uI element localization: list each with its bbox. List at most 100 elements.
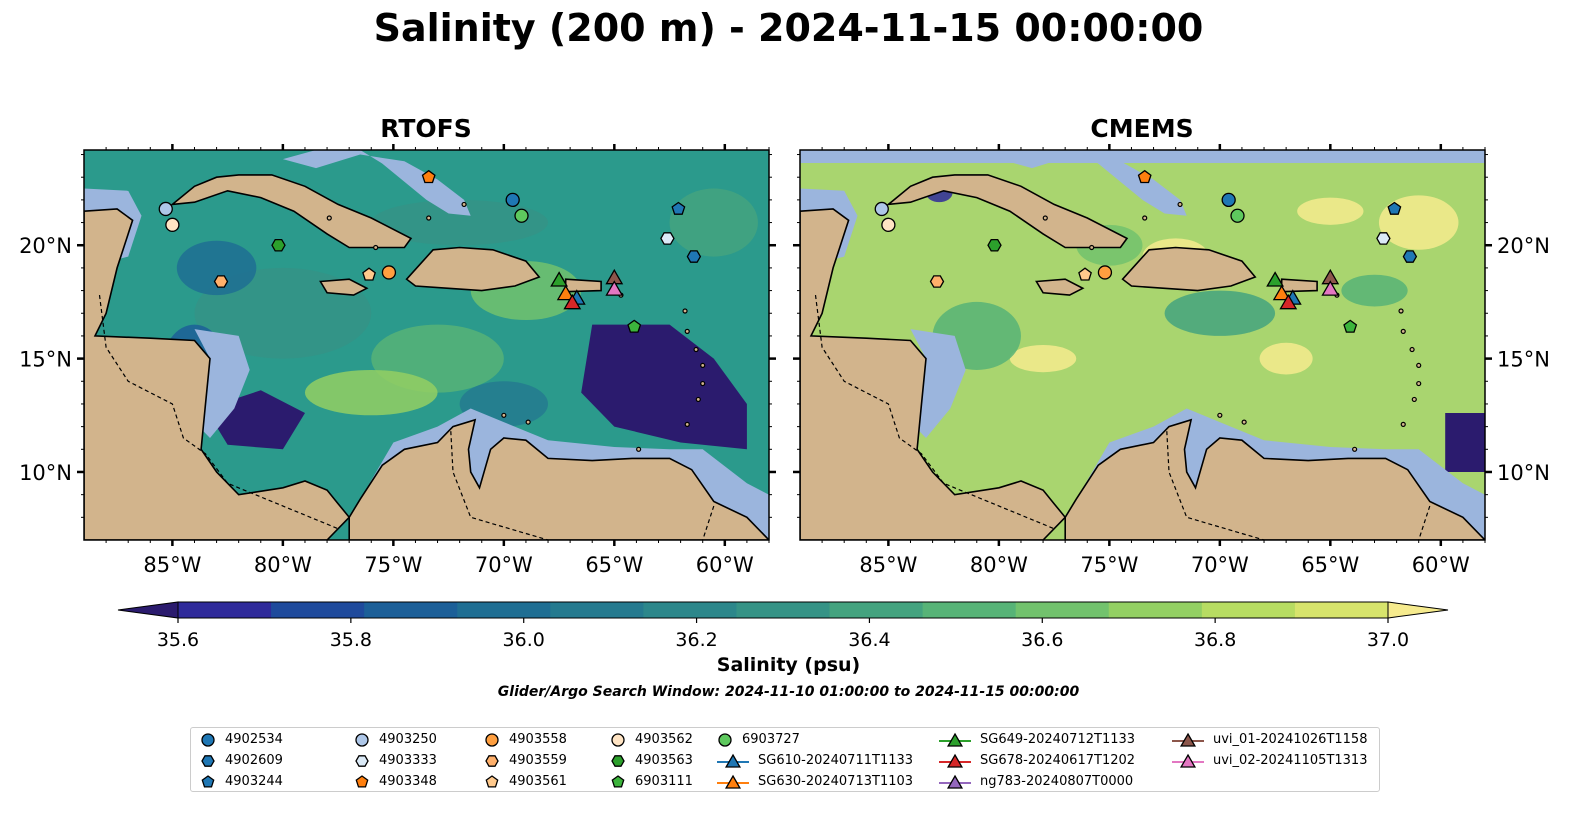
salinity-feature <box>1341 274 1408 307</box>
legend-marker <box>946 774 964 789</box>
colorbar-segment <box>1108 602 1203 618</box>
obs-marker-4902534 <box>1221 192 1236 208</box>
obs-marker-4903250 <box>874 201 889 217</box>
land-mass <box>169 174 413 249</box>
island <box>1089 244 1095 251</box>
legend-marker <box>724 753 742 768</box>
obs-marker-4902609 <box>686 250 702 263</box>
salinity-feature <box>1259 342 1313 375</box>
legend-label: 4903559 <box>509 752 567 768</box>
colorbar-extend-low <box>117 601 179 619</box>
legend-label: uvi_02-20241105T1313 <box>1213 752 1368 768</box>
y-tick-label-right: 15°N <box>1497 348 1550 372</box>
legend-label: 4903348 <box>379 773 437 789</box>
colorbar-tick-label: 37.0 <box>1367 629 1409 651</box>
legend-marker <box>946 732 964 747</box>
y-tick-label-left: 10°N <box>19 461 72 485</box>
hexagon-marker-icon <box>611 755 625 767</box>
x-tick-label: 60°W <box>696 553 754 577</box>
land-mass <box>84 208 351 540</box>
island <box>1177 201 1183 208</box>
obs-marker-4903562 <box>165 217 180 232</box>
colorbar-segment <box>550 602 644 618</box>
circle-marker-icon <box>718 733 732 747</box>
legend-item: SG678-20240617T1202 <box>938 750 1135 770</box>
island <box>1398 308 1404 314</box>
legend-item: 4903559 <box>483 750 567 770</box>
obs-marker-4903348 <box>1137 169 1152 184</box>
obs-marker-SG678-20240617T1202 <box>1279 293 1298 310</box>
salinity-feature <box>1378 195 1459 250</box>
island <box>1400 421 1406 427</box>
island <box>1217 412 1223 418</box>
legend-marker <box>355 733 369 747</box>
obs-marker-4903563 <box>271 238 286 252</box>
island <box>426 215 432 221</box>
obs-marker-4902534 <box>505 192 520 208</box>
island <box>326 215 332 221</box>
map-frame <box>83 149 770 541</box>
legend-item: 4903250 <box>353 729 437 749</box>
colorbar-segment <box>178 602 272 618</box>
x-tick-label: 85°W <box>859 553 917 577</box>
land-mass <box>564 278 602 293</box>
island <box>501 412 507 418</box>
legend-marker <box>201 733 215 747</box>
obs-marker-4903561 <box>1078 267 1092 281</box>
island <box>636 446 642 452</box>
land-mass <box>1121 246 1257 292</box>
legend-label: SG630-20240713T1103 <box>758 773 914 789</box>
salinity-feature <box>1164 290 1276 336</box>
salinity-feature <box>304 369 438 416</box>
colorbar-tick-label: 36.0 <box>503 629 545 651</box>
legend-marker <box>485 775 499 788</box>
legend-label: 6903111 <box>635 773 693 789</box>
land-mass <box>405 246 541 292</box>
island <box>700 380 706 387</box>
obs-marker-4903558 <box>1097 265 1113 280</box>
island <box>1400 328 1406 334</box>
salinity-feature <box>1009 345 1077 373</box>
obs-marker-4903562 <box>881 217 896 232</box>
legend-label: 4903244 <box>225 773 283 789</box>
y-tick-label-right: 10°N <box>1497 461 1550 485</box>
no-data-strip <box>800 150 1485 163</box>
border-line <box>98 295 339 530</box>
x-tick-label: 80°W <box>970 553 1028 577</box>
triangle-marker-icon <box>939 732 971 747</box>
land-mass <box>319 278 369 296</box>
island <box>695 396 701 403</box>
obs-marker-SG630-20240713T1103 <box>1272 284 1291 301</box>
border-line <box>814 295 1055 530</box>
legend-marker <box>485 755 499 767</box>
legend-marker <box>1179 732 1197 747</box>
colorbar-tick-label: 36.2 <box>675 629 717 651</box>
island <box>1352 446 1358 452</box>
low-salinity-region <box>581 324 747 450</box>
colorbar-segment <box>643 602 737 618</box>
colorbar-segment <box>1201 602 1296 618</box>
legend-item: 4902534 <box>199 729 283 749</box>
salinity-feature <box>669 188 758 257</box>
legend-item: SG649-20240712T1133 <box>938 729 1135 749</box>
triangle-marker-icon <box>1172 732 1204 747</box>
legend-item: 4903558 <box>483 729 567 749</box>
border-line <box>702 505 715 540</box>
legend-item: 6903727 <box>716 729 800 749</box>
obs-marker-4903558 <box>381 265 397 280</box>
salinity-feature <box>176 240 257 296</box>
island <box>1142 215 1148 221</box>
legend-label: uvi_01-20241026T1158 <box>1213 731 1368 747</box>
pentagon-marker-icon <box>485 775 499 788</box>
shelf-region <box>998 150 1187 216</box>
legend-item: uvi_02-20241105T1313 <box>1171 750 1367 770</box>
panel-title-cmems: CMEMS <box>1090 114 1194 143</box>
land-mass <box>1064 418 1485 540</box>
legend-label: 4902609 <box>225 752 283 768</box>
island <box>1409 346 1415 353</box>
colorbar-segment <box>1015 602 1110 618</box>
hexagon-marker-icon <box>485 755 499 767</box>
legend-label: 4903563 <box>635 752 693 768</box>
legend-label: 4903561 <box>509 773 567 789</box>
legend-marker <box>611 775 625 788</box>
